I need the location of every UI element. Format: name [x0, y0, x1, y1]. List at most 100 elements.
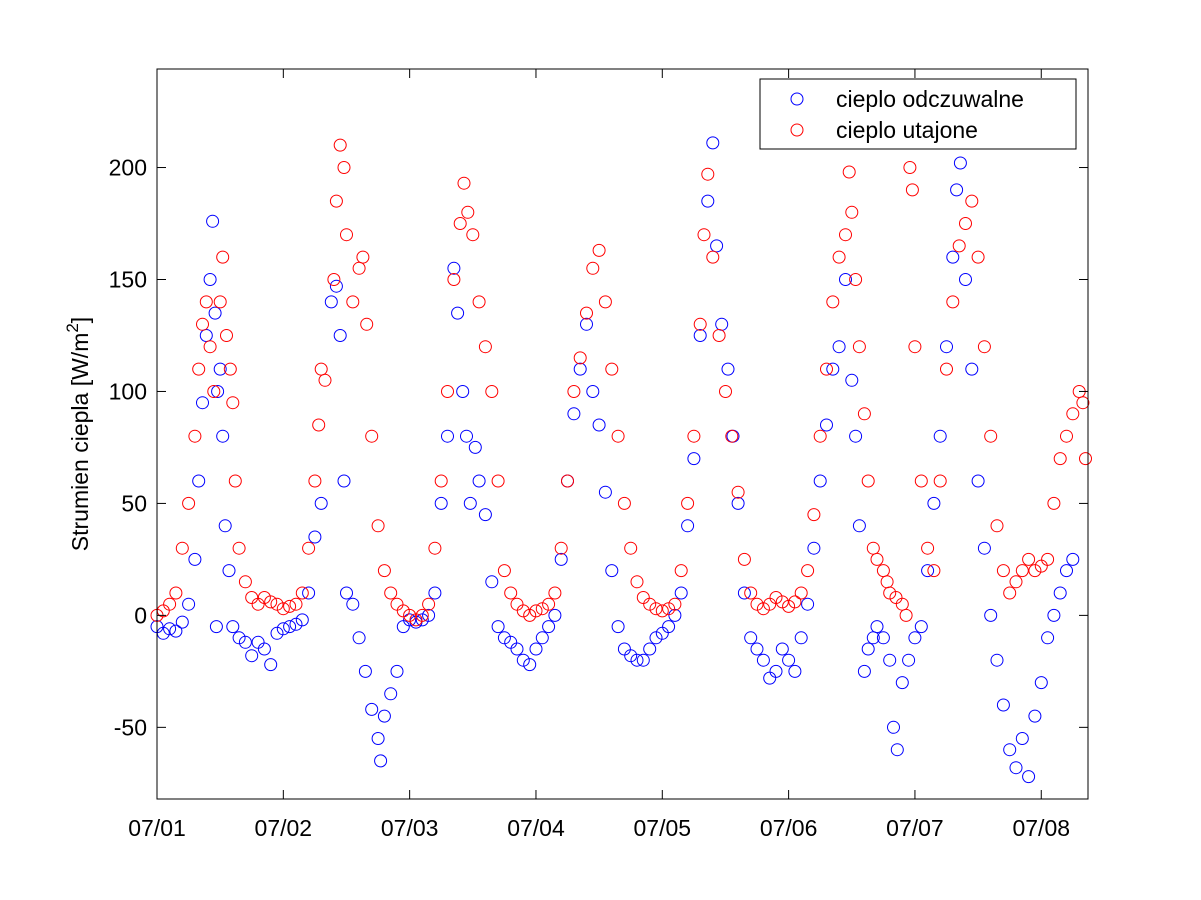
data-point: [314, 496, 328, 510]
data-point: [899, 608, 913, 622]
data-point: [491, 474, 505, 488]
data-point: [463, 496, 477, 510]
data-point: [196, 396, 209, 410]
plot-area: [157, 69, 1088, 799]
data-point: [460, 429, 473, 443]
data-point: [914, 620, 928, 634]
data-point: [371, 732, 385, 745]
data-point: [238, 635, 252, 649]
data-point: [207, 385, 221, 398]
data-point: [996, 698, 1010, 712]
data-point: [554, 552, 568, 566]
data-point: [624, 541, 638, 555]
data-point: [567, 385, 581, 398]
data-point: [523, 658, 537, 672]
data-point: [914, 474, 928, 488]
data-point: [731, 485, 745, 499]
data-point: [360, 317, 374, 331]
data-point: [681, 519, 695, 533]
data-point: [643, 642, 657, 656]
data-point: [719, 385, 732, 398]
y-tick-label: 0: [134, 602, 147, 628]
data-point: [870, 620, 884, 634]
data-point: [813, 474, 827, 488]
data-point: [318, 373, 332, 387]
data-point: [283, 599, 297, 613]
data-point: [228, 474, 242, 488]
data-point: [453, 217, 467, 230]
data-point: [346, 597, 360, 611]
data-point: [681, 496, 695, 510]
data-point: [1015, 564, 1029, 578]
data-point: [842, 165, 856, 179]
data-point: [933, 429, 947, 443]
data-point: [977, 340, 991, 354]
data-point: [1041, 552, 1055, 566]
data-point: [478, 340, 492, 354]
data-point: [192, 362, 206, 376]
data-point: [223, 362, 237, 376]
data-point: [377, 564, 391, 578]
data-point: [485, 385, 499, 398]
data-point: [801, 564, 815, 578]
data-point: [529, 604, 543, 618]
data-point: [218, 519, 232, 533]
data-point: [352, 631, 366, 645]
legend-box: [759, 78, 1077, 150]
data-point: [807, 541, 821, 555]
data-point: [377, 709, 391, 723]
data-point: [674, 564, 688, 578]
data-point: [1028, 709, 1042, 723]
data-point: [861, 474, 875, 488]
data-point: [434, 496, 448, 510]
data-point: [497, 564, 511, 578]
data-point: [169, 586, 183, 600]
data-point: [365, 702, 379, 716]
data-point: [1003, 743, 1017, 757]
data-point: [903, 161, 917, 174]
data-point: [415, 608, 429, 622]
data-point: [466, 228, 480, 242]
data-point: [839, 273, 852, 286]
data-point: [222, 564, 236, 578]
data-point: [895, 676, 909, 690]
data-point: [845, 373, 859, 387]
data-point: [788, 664, 802, 678]
data-point: [302, 541, 316, 555]
x-tick-label: 07/04: [507, 815, 565, 841]
data-point: [693, 329, 707, 342]
data-point: [441, 429, 454, 443]
data-point: [586, 385, 600, 398]
data-point: [403, 608, 417, 622]
data-point: [592, 243, 606, 257]
data-point: [561, 474, 574, 488]
data-point: [953, 156, 967, 170]
data-point: [485, 575, 499, 589]
data-point: [163, 597, 177, 611]
data-point: [175, 615, 189, 629]
data-point: [295, 586, 309, 600]
data-point: [611, 620, 625, 634]
data-point: [573, 362, 587, 376]
data-point: [687, 452, 701, 466]
y-axis-label: Strumien ciepla [W/m2]: [63, 317, 93, 551]
legend-label-cieplo-odczuwalne: cieplo odczuwalne: [836, 86, 1024, 112]
data-point: [701, 167, 715, 181]
data-point: [447, 273, 461, 286]
data-point: [794, 631, 808, 645]
data-point: [1022, 552, 1036, 566]
data-point: [706, 250, 720, 264]
data-point: [203, 273, 217, 286]
data-point: [852, 519, 866, 533]
data-point: [535, 631, 549, 645]
data-point: [744, 586, 758, 600]
data-point: [801, 597, 815, 611]
data-point: [725, 429, 739, 443]
data-point: [472, 295, 486, 309]
data-point: [701, 194, 715, 208]
data-point: [1076, 396, 1090, 410]
data-point: [756, 653, 770, 667]
data-point: [905, 183, 919, 197]
data-point: [422, 608, 436, 622]
data-point: [384, 586, 398, 600]
